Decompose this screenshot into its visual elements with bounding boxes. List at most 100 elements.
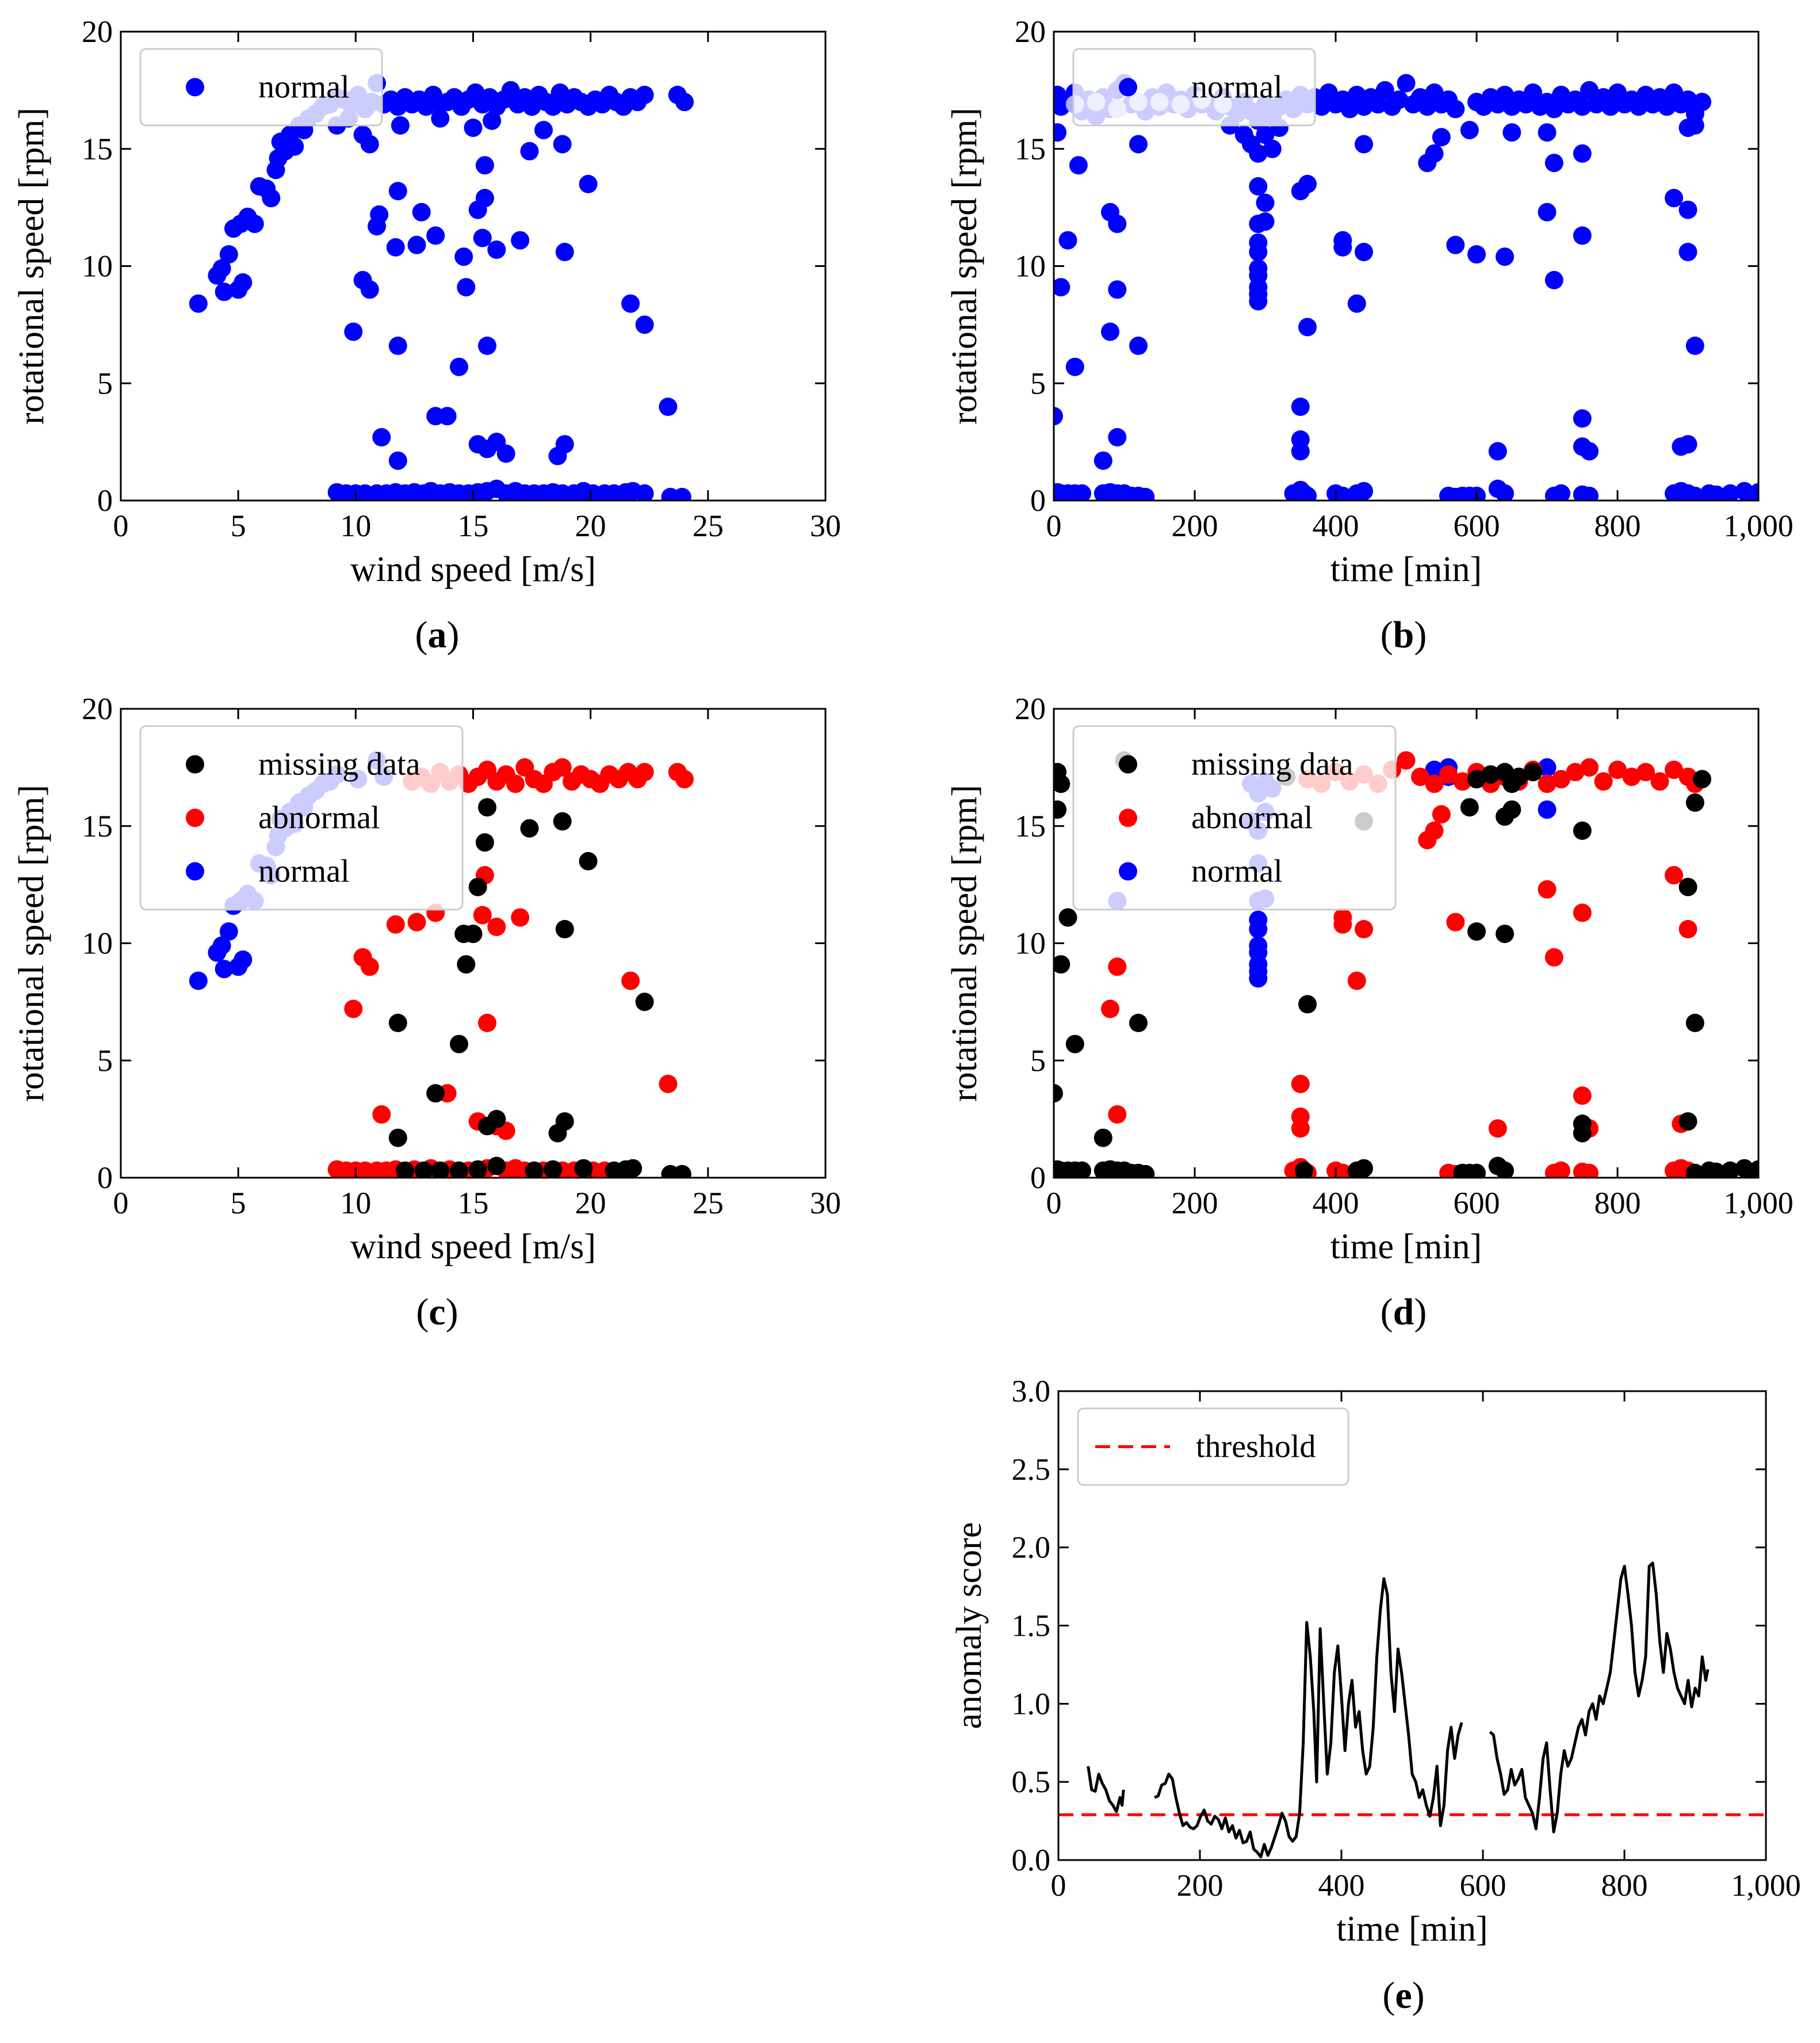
y-tick-label: 0 — [1030, 483, 1046, 518]
data-point — [1101, 322, 1119, 341]
data-point — [1685, 1014, 1704, 1032]
data-point — [1460, 121, 1479, 140]
data-point — [1418, 97, 1437, 116]
data-point — [1291, 1075, 1310, 1093]
data-point — [1538, 800, 1557, 819]
data-point — [1093, 1128, 1112, 1147]
data-point — [553, 812, 572, 831]
panel-label: (a) — [415, 614, 460, 656]
data-point — [478, 798, 496, 817]
panel-letter: d — [1393, 1291, 1414, 1333]
x-tick-label: 0 — [1051, 1868, 1066, 1903]
data-point — [1425, 774, 1444, 793]
data-point — [1580, 81, 1599, 100]
data-point — [360, 957, 379, 976]
data-point — [1573, 903, 1592, 922]
data-point — [1657, 97, 1676, 116]
data-point — [344, 999, 363, 1018]
data-point — [1263, 139, 1282, 158]
x-axis-label: time [min] — [1336, 1910, 1488, 1949]
data-point — [234, 273, 253, 292]
x-tick-label: 1,000 — [1723, 1186, 1794, 1220]
y-axis-label: rotational speed [rpm] — [12, 108, 51, 425]
legend: normal — [1072, 48, 1316, 127]
y-tick-label: 10 — [1015, 249, 1046, 284]
data-point — [496, 444, 515, 463]
y-tick-label: 10 — [82, 926, 113, 961]
data-point — [1685, 1163, 1704, 1178]
data-point — [659, 1075, 678, 1093]
data-point — [1108, 957, 1127, 976]
data-point — [1355, 135, 1373, 154]
data-point — [219, 922, 238, 941]
x-tick-label: 0 — [1046, 1186, 1062, 1220]
data-point — [544, 97, 563, 116]
data-point — [1249, 144, 1268, 163]
x-tick-label: 25 — [693, 1186, 724, 1220]
x-tick-label: 0 — [113, 509, 129, 543]
y-tick-label: 5 — [97, 1043, 113, 1078]
data-point — [1368, 95, 1387, 114]
data-point — [579, 851, 598, 870]
y-tick-label: 5 — [1030, 1043, 1046, 1078]
plot-area — [1058, 1561, 1766, 1859]
data-point — [475, 156, 494, 175]
data-point — [219, 245, 238, 264]
x-axis-label: wind speed [m/s] — [350, 550, 596, 589]
y-axis-label: rotational speed [rpm] — [12, 785, 51, 1102]
data-point — [487, 1110, 506, 1129]
y-tick-label: 15 — [1015, 132, 1046, 166]
data-point — [544, 1160, 563, 1178]
data-point — [1552, 1161, 1570, 1178]
x-tick-label: 5 — [231, 1186, 246, 1220]
legend-box — [139, 48, 383, 127]
legend: missing data abnormal normal — [139, 725, 464, 911]
x-tick-label: 800 — [1595, 509, 1641, 543]
data-point — [1054, 278, 1070, 297]
data-point — [1129, 1014, 1148, 1032]
data-point — [372, 428, 391, 446]
data-point — [1608, 761, 1627, 779]
data-point — [1538, 758, 1557, 777]
data-point — [212, 936, 231, 955]
legend-marker — [1119, 862, 1137, 881]
data-point — [344, 322, 363, 341]
y-tick-label: 20 — [82, 692, 113, 726]
data-point — [1136, 1164, 1155, 1178]
x-tick-label: 400 — [1313, 509, 1359, 543]
data-point — [1054, 774, 1070, 793]
panel-letter: b — [1393, 614, 1414, 656]
data-point — [553, 758, 572, 777]
data-point — [1678, 877, 1697, 896]
data-point — [635, 315, 654, 334]
legend-marker — [1119, 78, 1137, 97]
x-tick-label: 800 — [1595, 1186, 1641, 1220]
data-point — [1467, 770, 1486, 789]
data-point — [245, 215, 264, 234]
legend-label: normal — [258, 854, 350, 889]
data-point — [1093, 451, 1112, 470]
data-point — [1054, 800, 1067, 819]
data-point — [396, 1161, 415, 1178]
data-point — [1249, 243, 1268, 261]
data-point — [635, 86, 654, 104]
data-point — [450, 1034, 468, 1053]
data-point — [659, 398, 678, 416]
data-point — [1333, 915, 1352, 934]
data-point — [511, 231, 530, 250]
data-point — [1249, 920, 1268, 938]
series-normal — [189, 74, 694, 501]
data-point — [372, 1105, 391, 1124]
y-tick-label: 0.0 — [1012, 1843, 1051, 1877]
data-point — [1425, 761, 1444, 779]
data-point — [189, 971, 208, 990]
y-tick-label: 5 — [97, 366, 113, 400]
data-point — [473, 906, 492, 925]
data-point — [1538, 774, 1557, 793]
data-point — [635, 763, 654, 781]
data-point — [1721, 1161, 1739, 1178]
data-point — [1488, 442, 1507, 461]
x-tick-label: 600 — [1454, 1186, 1500, 1220]
series-normal — [1054, 74, 1758, 501]
data-point — [1108, 428, 1127, 446]
